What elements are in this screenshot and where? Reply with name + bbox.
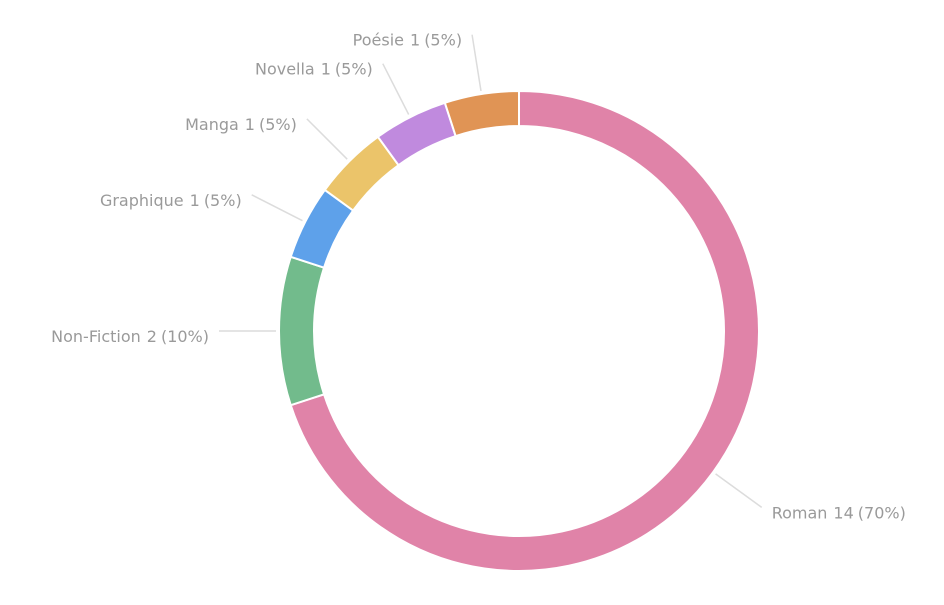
donut-slice (443, 89, 520, 138)
category-name: Poésie (353, 30, 404, 49)
leader-line (471, 34, 482, 92)
slice-label: Roman 14 (70%) (772, 503, 906, 522)
slice-value: 1 (321, 59, 331, 78)
slice-percent: (70%) (858, 503, 906, 522)
leader-line (382, 63, 410, 115)
slice-value: 1 (245, 114, 255, 133)
slice-percent: (5%) (335, 59, 373, 78)
slice-label: Novella 1 (5%) (255, 59, 373, 78)
slice-value: 14 (833, 503, 853, 522)
category-name: Roman (772, 503, 828, 522)
donut-slice (289, 89, 760, 572)
slice-value: 1 (410, 30, 420, 49)
category-name: Graphique (100, 190, 184, 209)
slice-percent: (5%) (204, 190, 242, 209)
category-name: Non-Fiction (51, 327, 141, 346)
slice-percent: (5%) (259, 114, 297, 133)
slice-label: Poésie 1 (5%) (353, 30, 462, 49)
category-name: Manga (185, 114, 239, 133)
slice-value: 2 (147, 327, 157, 346)
slice-value: 1 (190, 190, 200, 209)
donut-slice (277, 255, 326, 407)
slice-percent: (10%) (161, 327, 209, 346)
slice-label: Non-Fiction 2 (10%) (51, 327, 209, 346)
slice-label: Manga 1 (5%) (185, 114, 297, 133)
category-name: Novella (255, 59, 315, 78)
leader-line (251, 194, 303, 222)
slice-label: Graphique 1 (5%) (100, 190, 242, 209)
leader-line (715, 473, 763, 508)
leader-line (306, 118, 348, 160)
slice-percent: (5%) (424, 30, 462, 49)
